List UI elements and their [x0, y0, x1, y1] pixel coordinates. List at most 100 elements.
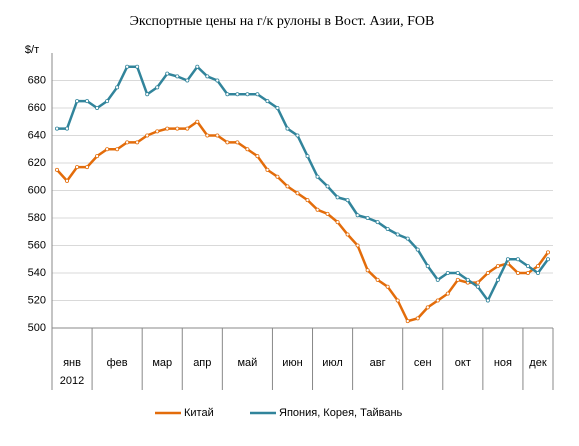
point — [185, 78, 190, 83]
point — [215, 78, 220, 83]
point — [145, 133, 150, 138]
point — [545, 257, 550, 262]
point — [145, 92, 150, 97]
x-tick-label: мар — [152, 357, 172, 369]
y-axis-label: $/т — [25, 44, 39, 56]
point — [415, 247, 420, 252]
point — [305, 154, 310, 159]
point — [495, 277, 500, 282]
point — [95, 106, 100, 111]
point — [345, 232, 350, 237]
point — [425, 264, 430, 269]
point — [125, 64, 130, 69]
point — [475, 280, 480, 285]
point — [75, 165, 80, 170]
x-tick-label: янв — [63, 357, 81, 369]
point — [275, 174, 280, 179]
y-tick-label: 640 — [28, 129, 46, 141]
chart-title: Экспортные цены на г/к рулоны в Вост. Аз… — [130, 14, 435, 29]
point — [355, 213, 360, 218]
point — [325, 211, 330, 216]
point — [385, 226, 390, 231]
point — [345, 198, 350, 203]
point — [75, 99, 80, 104]
legend-label: Китай — [184, 407, 214, 419]
point — [135, 64, 140, 69]
point — [155, 129, 160, 134]
point — [525, 270, 530, 275]
point — [515, 270, 520, 275]
point — [235, 92, 240, 97]
point — [315, 207, 320, 212]
point — [385, 284, 390, 289]
point — [315, 174, 320, 179]
point — [155, 85, 160, 90]
point — [115, 85, 120, 90]
series-line — [57, 64, 550, 303]
x-tick-label: июн — [282, 357, 302, 369]
x-tick-label: май — [237, 357, 257, 369]
point — [195, 119, 200, 124]
point — [265, 167, 270, 172]
point — [305, 198, 310, 203]
point — [295, 191, 300, 196]
point — [105, 99, 110, 104]
y-tick-label: 520 — [28, 294, 46, 306]
point — [515, 257, 520, 262]
point — [485, 270, 490, 275]
x-tick-label: окт — [455, 357, 471, 369]
point — [435, 298, 440, 303]
point — [205, 133, 210, 138]
point — [465, 277, 470, 282]
point — [335, 195, 340, 200]
point — [335, 220, 340, 225]
point — [55, 126, 60, 131]
point — [245, 147, 250, 152]
y-tick-label: 600 — [28, 184, 46, 196]
point — [225, 92, 230, 97]
point — [485, 298, 490, 303]
point — [235, 140, 240, 145]
point — [65, 126, 70, 131]
point — [65, 178, 70, 183]
x-tick-label: дек — [529, 357, 547, 369]
point — [125, 140, 130, 145]
x-tick-label: апр — [193, 357, 211, 369]
point — [135, 140, 140, 145]
point — [275, 106, 280, 111]
point — [505, 257, 510, 262]
point — [185, 126, 190, 131]
x-tick-label: сен — [414, 357, 432, 369]
point — [455, 277, 460, 282]
point — [255, 92, 260, 97]
point — [375, 277, 380, 282]
point — [495, 264, 500, 269]
x-tick-label: ноя — [494, 357, 512, 369]
point — [535, 264, 540, 269]
point — [545, 250, 550, 255]
year-label: 2012 — [60, 375, 84, 387]
point — [425, 305, 430, 310]
point — [85, 99, 90, 104]
point — [85, 165, 90, 170]
point — [535, 270, 540, 275]
point — [415, 316, 420, 321]
point — [105, 147, 110, 152]
point — [445, 270, 450, 275]
point — [245, 92, 250, 97]
point — [475, 284, 480, 289]
point — [175, 126, 180, 131]
y-tick-label: 620 — [28, 157, 46, 169]
point — [375, 220, 380, 225]
point — [265, 99, 270, 104]
point — [195, 64, 200, 69]
x-tick-label: фев — [107, 357, 128, 369]
point — [525, 264, 530, 269]
point — [395, 232, 400, 237]
point — [435, 277, 440, 282]
point — [365, 215, 370, 220]
point — [255, 154, 260, 159]
point — [395, 298, 400, 303]
